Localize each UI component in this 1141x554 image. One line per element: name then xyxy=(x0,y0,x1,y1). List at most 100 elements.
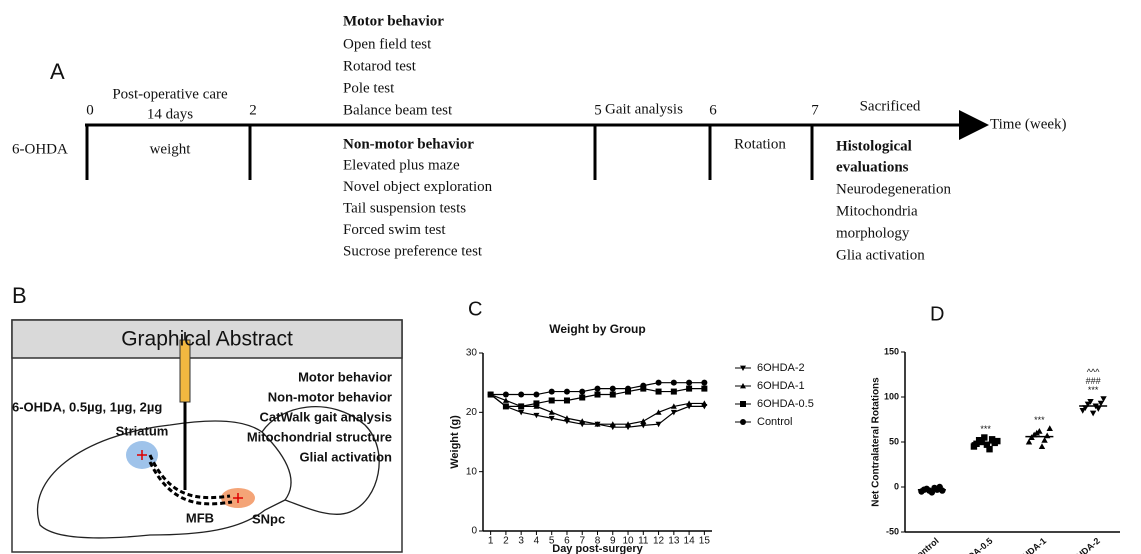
start-label: 6-OHDA xyxy=(12,141,68,157)
abstract-title: Graphical Abstract xyxy=(121,328,293,351)
region-label: Striatum xyxy=(116,423,169,438)
marker xyxy=(503,392,509,398)
panel-label: D xyxy=(930,303,944,325)
marker xyxy=(1090,411,1096,417)
test-item: Forced swim test xyxy=(343,222,446,238)
marker xyxy=(740,401,746,407)
outcome: Motor behavior xyxy=(298,369,392,384)
marker xyxy=(549,389,555,395)
y-tick-label: 30 xyxy=(466,348,478,359)
x-tick-label: 7 xyxy=(579,536,585,547)
x-tick-label: 6-OHDA-2 xyxy=(1063,536,1102,554)
gait-label: Gait analysis xyxy=(605,101,683,117)
week-label: 0 xyxy=(86,102,94,118)
marker xyxy=(518,403,524,409)
marker xyxy=(701,386,707,392)
x-tick-label: 1 xyxy=(488,536,494,547)
marker xyxy=(640,418,646,423)
weight-label: weight xyxy=(150,141,192,157)
x-tick-label: 4 xyxy=(534,536,540,547)
test-item: Balance beam test xyxy=(343,102,453,118)
y-axis-label: Weight (g) xyxy=(449,415,461,469)
y-tick-label: -50 xyxy=(886,526,899,536)
heading: Histological xyxy=(836,138,912,154)
marker xyxy=(564,389,570,395)
test-item: Rotarod test xyxy=(343,58,417,74)
x-tick-label: 10 xyxy=(622,536,634,547)
x-tick-label: 15 xyxy=(699,536,711,547)
heading: Motor behavior xyxy=(343,13,444,29)
y-tick-label: 0 xyxy=(471,526,477,537)
marker xyxy=(939,487,945,493)
care-label: Post-operative care xyxy=(112,86,228,102)
outcome: CatWalk gait analysis xyxy=(260,409,392,424)
week-label: 7 xyxy=(811,102,819,118)
legend-label: 6OHDA-1 xyxy=(757,380,805,392)
test-item: Pole test xyxy=(343,80,395,96)
marker xyxy=(503,403,509,409)
marker xyxy=(488,392,494,398)
x-tick-label: 3 xyxy=(518,536,524,547)
x-tick-label: 6 xyxy=(564,536,570,547)
marker xyxy=(579,389,585,395)
test-item: Tail suspension tests xyxy=(343,200,466,216)
sacrificed-label: Sacrificed xyxy=(860,98,921,114)
marker xyxy=(686,380,692,386)
x-tick-label: 11 xyxy=(638,536,649,547)
marker xyxy=(610,392,616,398)
x-tick-label: 5 xyxy=(549,536,555,547)
eval-item: Neurodegeneration xyxy=(836,181,951,197)
eval-item: morphology xyxy=(836,225,910,241)
test-item: Elevated plus maze xyxy=(343,157,460,173)
chart-title: Weight by Group xyxy=(549,322,645,336)
marker xyxy=(671,389,677,395)
care-label: 14 days xyxy=(147,106,193,122)
outcome: Mitochondrial structure xyxy=(247,429,392,444)
significance: *** xyxy=(1088,385,1099,395)
eval-item: Mitochondria xyxy=(836,203,918,219)
test-item: Open field test xyxy=(343,36,432,52)
marker xyxy=(625,386,631,392)
marker xyxy=(1047,425,1053,431)
x-tick-label: 6-OHDA-1 xyxy=(1009,536,1048,554)
x-tick-label: 6-OHDA-0.5 xyxy=(950,536,995,554)
y-tick-label: 20 xyxy=(466,407,478,418)
injection-label: 6-OHDA, 0.5µg, 1µg, 2µg xyxy=(12,399,162,414)
marker xyxy=(579,395,585,401)
marker xyxy=(533,392,539,398)
legend-label: 6OHDA-0.5 xyxy=(757,398,814,410)
marker xyxy=(595,392,601,398)
marker xyxy=(986,446,992,452)
marker xyxy=(740,419,746,425)
week-label: 6 xyxy=(709,102,717,118)
marker xyxy=(640,383,646,389)
marker xyxy=(595,386,601,392)
panel-label: B xyxy=(12,283,27,308)
marker xyxy=(518,392,524,398)
outcome: Glial activation xyxy=(300,449,393,464)
week-label: 5 xyxy=(594,102,602,118)
y-tick-label: 100 xyxy=(884,391,899,401)
heading: evaluations xyxy=(836,159,909,175)
region-label: MFB xyxy=(186,510,214,525)
eval-item: Glia activation xyxy=(836,247,925,263)
marker xyxy=(671,380,677,386)
x-tick-label: Control xyxy=(910,536,941,554)
marker xyxy=(1044,433,1050,439)
x-tick-label: 8 xyxy=(595,536,601,547)
marker xyxy=(549,397,555,403)
y-tick-label: 150 xyxy=(884,346,899,356)
marker xyxy=(981,434,987,440)
x-tick-label: 2 xyxy=(503,536,509,547)
y-tick-label: 0 xyxy=(894,481,899,491)
marker xyxy=(564,397,570,403)
significance: *** xyxy=(1034,415,1045,425)
region-label: SNpc xyxy=(252,511,285,526)
x-tick-label: 9 xyxy=(610,536,616,547)
legend-label: Control xyxy=(757,416,792,428)
x-tick-label: 14 xyxy=(684,536,696,547)
marker xyxy=(701,380,707,386)
axis-label: Time (week) xyxy=(990,116,1067,132)
marker xyxy=(1039,443,1045,449)
panel-label: C xyxy=(468,298,482,320)
